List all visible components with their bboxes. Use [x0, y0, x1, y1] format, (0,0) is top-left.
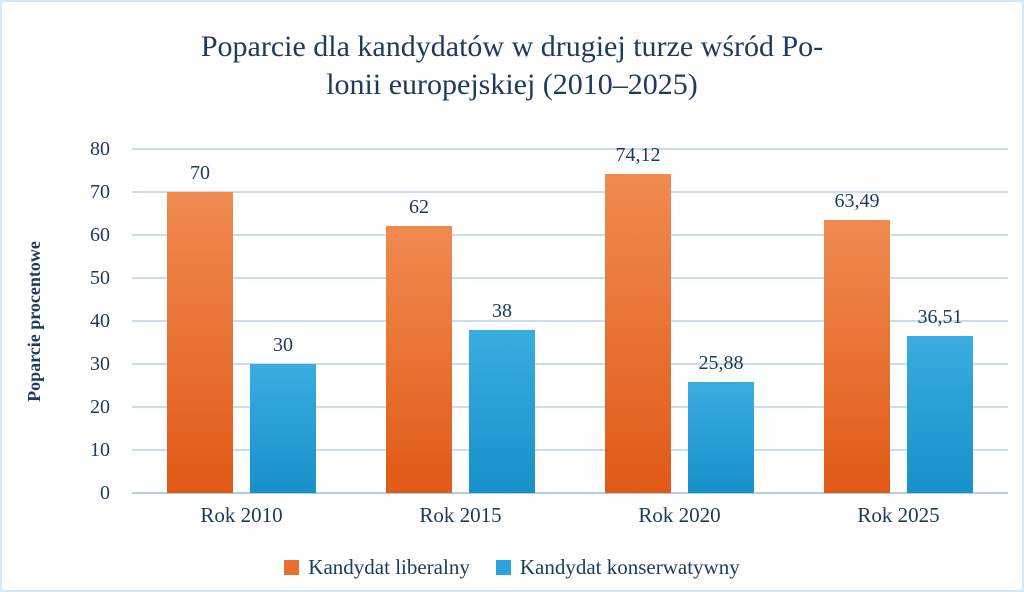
y-tick-label: 10 — [90, 439, 110, 461]
x-tick-label: Rok 2025 — [857, 503, 940, 527]
x-tick-label: Rok 2010 — [200, 503, 283, 527]
y-tick-label: 80 — [90, 138, 110, 160]
x-axis-labels: Rok 2010 Rok 2015 Rok 2020 Rok 2025 — [132, 503, 1008, 528]
bar-value-label: 63,49 — [834, 190, 880, 212]
bar-value-label: 30 — [273, 334, 293, 356]
bar-conservative — [907, 336, 973, 493]
bar-slot: 38 — [469, 149, 535, 493]
legend: Kandydat liberalny Kandydat konserwatywny — [2, 555, 1022, 580]
bar-conservative — [469, 329, 535, 493]
legend-item: Kandydat konserwatywny — [495, 555, 740, 580]
bar-groups: 70 30 62 38 74,12 25,88 63,49 36,51 — [132, 144, 1008, 493]
gridline — [132, 363, 1008, 365]
y-tick-label: 40 — [90, 310, 110, 332]
bar-group: 62 38 — [351, 149, 570, 493]
chart-title-line-1: Poparcie dla kandydatów w drugiej turze … — [200, 30, 824, 63]
gridline — [132, 449, 1008, 451]
bar-slot: 36,51 — [907, 149, 973, 493]
y-tick-label: 50 — [90, 267, 110, 289]
chart-title-line-2: lonii europejskiej (2010–2025) — [326, 68, 698, 102]
x-axis-line — [132, 492, 1008, 494]
chart-title: Poparcie dla kandydatów w drugiej turze … — [62, 28, 962, 105]
bar-conservative — [688, 381, 754, 493]
bar-value-label: 25,88 — [698, 351, 744, 374]
bar-liberal — [824, 220, 890, 493]
bar-liberal — [167, 192, 233, 493]
gridline — [132, 234, 1008, 236]
legend-swatch — [284, 560, 300, 575]
legend-swatch — [495, 560, 511, 575]
gridline — [132, 320, 1008, 322]
bar-value-label: 70 — [190, 162, 210, 184]
x-tick-label: Rok 2020 — [638, 503, 721, 527]
bar-group: 70 30 — [132, 149, 351, 493]
bar-value-label: 62 — [409, 196, 429, 219]
y-axis-ticks: 0 10 20 30 40 50 60 70 80 — [2, 139, 110, 503]
y-tick-label: 30 — [90, 353, 110, 375]
bar-value-label: 38 — [492, 299, 512, 322]
legend-label: Kandydat konserwatywny — [519, 555, 740, 579]
bar-liberal — [386, 226, 452, 493]
gridline — [132, 406, 1008, 408]
bar-slot: 63,49 — [824, 149, 890, 493]
y-tick-label: 60 — [90, 224, 110, 246]
gridline — [132, 148, 1008, 150]
plot-area: 70 30 62 38 74,12 25,88 63,49 36,51 — [132, 144, 1008, 494]
y-tick-label: 0 — [100, 482, 110, 504]
gridline — [132, 277, 1008, 279]
y-tick-label: 20 — [90, 396, 110, 418]
x-tick-label: Rok 2015 — [419, 503, 502, 527]
bar-value-label: 36,51 — [917, 306, 963, 329]
bar-liberal — [605, 174, 671, 493]
bar-slot: 62 — [386, 149, 452, 493]
bar-conservative — [250, 364, 316, 493]
bar-group: 63,49 36,51 — [789, 149, 1008, 493]
gridline — [132, 191, 1008, 193]
legend-item: Kandydat liberalny — [284, 555, 470, 580]
bar-group: 74,12 25,88 — [570, 144, 789, 493]
bar-slot: 70 — [167, 149, 233, 493]
legend-label: Kandydat liberalny — [308, 555, 470, 579]
bar-slot: 30 — [250, 149, 316, 493]
bar-value-label: 74,12 — [615, 144, 661, 167]
bar-slot: 74,12 — [605, 144, 671, 493]
bar-slot: 25,88 — [688, 149, 754, 493]
y-tick-label: 70 — [90, 181, 110, 203]
